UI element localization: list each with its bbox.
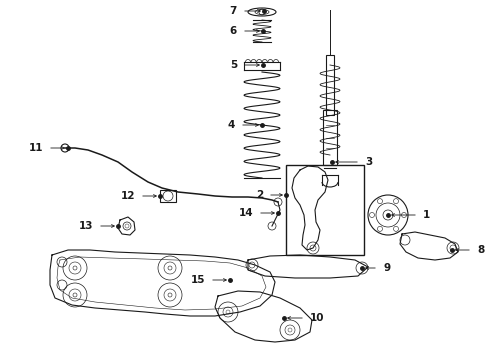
Text: 4: 4 (228, 120, 235, 130)
Text: 15: 15 (191, 275, 205, 285)
Text: 5: 5 (230, 60, 237, 70)
Bar (323, 110, 337, 165)
Bar (160, 190, 176, 202)
Text: 12: 12 (121, 191, 135, 201)
Text: 8: 8 (477, 245, 484, 255)
Text: 3: 3 (365, 157, 372, 167)
Bar (326, 55, 334, 115)
Text: 14: 14 (238, 208, 253, 218)
Text: 10: 10 (310, 313, 324, 323)
Text: 2: 2 (256, 190, 263, 200)
Bar (286, 165, 364, 255)
Text: 9: 9 (383, 263, 390, 273)
Text: 1: 1 (423, 210, 430, 220)
Text: 6: 6 (230, 26, 237, 36)
Text: 7: 7 (230, 6, 237, 16)
Text: 13: 13 (78, 221, 93, 231)
Text: 11: 11 (28, 143, 43, 153)
